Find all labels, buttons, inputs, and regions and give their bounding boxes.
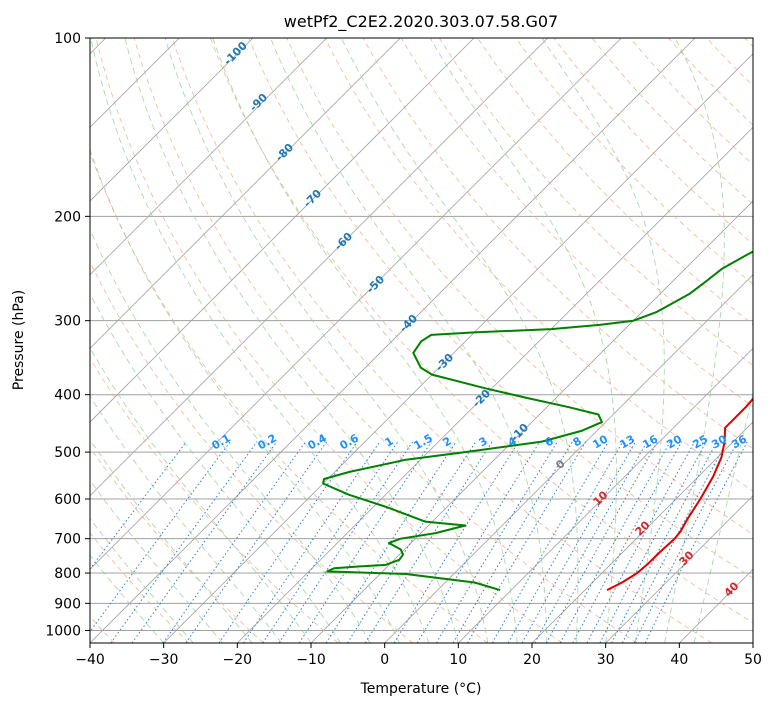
mixing-ratio-line	[507, 441, 624, 643]
temperature-profile-line	[606, 397, 753, 591]
x-tick-label: −10	[296, 652, 326, 668]
profile-lines	[322, 250, 753, 592]
moist-adiabat-line	[90, 292, 341, 643]
moist-adiabat-line	[90, 479, 223, 643]
mixing-ratio-line	[393, 441, 520, 643]
dry-adiabat-line	[324, 38, 753, 492]
mixing-ratio-line	[452, 441, 573, 643]
isotherm-line	[90, 38, 622, 570]
isotherm-line	[90, 38, 475, 423]
moist-adiabat-line	[90, 347, 312, 643]
mixing-ratio-line	[298, 441, 432, 643]
isotherm-line	[384, 274, 753, 643]
y-tick-label: 800	[54, 566, 81, 582]
moist-adiabat-line	[664, 38, 725, 643]
y-tick-label: 500	[54, 445, 81, 461]
isotherm-line	[752, 642, 753, 643]
moist-adiabat-line	[90, 554, 165, 643]
isotherm-line	[163, 53, 753, 643]
y-axis-label: Pressure (hPa)	[11, 290, 27, 390]
moist-adiabat-line	[693, 391, 753, 643]
mixing-ratio-line	[90, 441, 231, 633]
moist-adiabat-line	[340, 38, 579, 643]
dry-adiabat-line	[286, 38, 753, 535]
x-tick-label: 20	[523, 652, 541, 668]
mixing-ratio-line	[131, 441, 278, 643]
mixing-ratio-line	[110, 441, 258, 643]
moist-adiabat-line	[90, 395, 282, 643]
isotherm-line	[90, 38, 696, 643]
mixing-ratio-line	[262, 441, 399, 643]
mixing-ratio-line	[521, 441, 637, 643]
isotherm-line	[90, 38, 327, 276]
x-tick-label: −40	[75, 652, 105, 668]
dry-adiabat-line	[439, 38, 753, 366]
dry-adiabat-line	[400, 38, 753, 408]
x-tick-label: 50	[744, 652, 762, 668]
dewpoint-profile-line	[322, 250, 753, 592]
moist-adiabat-line	[124, 38, 459, 643]
moist-adiabat-line	[212, 38, 518, 643]
dry-adiabat-line	[362, 38, 753, 450]
mixing-ratio-line	[633, 441, 738, 643]
mixing-ratio-line	[278, 441, 414, 643]
x-tick-label: −20	[223, 652, 253, 668]
moist-adiabat-line	[90, 38, 430, 643]
mixing-ratio-line	[162, 441, 307, 643]
y-tick-label: 600	[54, 492, 81, 508]
moist-adiabat-line	[164, 38, 489, 643]
axes: −40 −30 −20 −10 0 10 20 30 40 50 100 200 300 400 500 60…	[45, 31, 762, 668]
x-axis-label: Temperature (°C)	[360, 681, 482, 697]
mixing-ratio-line	[435, 441, 558, 643]
y-tick-label: 100	[54, 31, 81, 47]
mixing-ratio-line	[185, 441, 328, 643]
isotherm-line	[237, 126, 753, 643]
moist-adiabat-line	[90, 148, 400, 643]
isotherm-line	[531, 421, 753, 643]
y-tick-label: 300	[54, 314, 81, 330]
y-tick-label: 1000	[45, 623, 81, 639]
grid-lines	[90, 38, 753, 643]
x-tick-label: 40	[670, 652, 688, 668]
x-tick-label: −30	[149, 652, 179, 668]
dry-adiabat-line	[95, 38, 563, 643]
isotherm-line	[90, 38, 548, 497]
moist-adiabat-line	[90, 438, 253, 643]
y-tick-label: 900	[54, 596, 81, 612]
dry-adiabat-line	[90, 532, 190, 643]
y-tick-label: 200	[54, 209, 81, 225]
plot-frame	[89, 37, 754, 644]
moist-adiabat-line	[90, 517, 194, 643]
isotherm-line	[90, 38, 254, 202]
x-tick-label: 30	[597, 652, 615, 668]
dry-adiabat-line	[210, 38, 753, 624]
isotherm-line	[90, 38, 401, 349]
mixing-ratio-line	[599, 441, 707, 643]
mixing-ratio-line	[621, 441, 728, 643]
moist-adiabat-line	[90, 228, 371, 643]
mixing-ratio-line	[242, 441, 381, 643]
moist-adiabat-line	[270, 38, 548, 643]
isotherm-line	[605, 495, 753, 643]
moist-adiabat-line	[541, 38, 665, 643]
isotherm-line	[458, 347, 753, 643]
mixing-ratio-line	[611, 441, 718, 643]
dry-adiabat-line	[248, 38, 753, 579]
moist-adiabat-line	[429, 38, 617, 643]
dry-adiabat-line	[90, 260, 414, 643]
mixing-ratio-line	[218, 441, 358, 643]
y-tick-label: 400	[54, 388, 81, 404]
y-tick-label: 700	[54, 532, 81, 548]
mixing-ratio-line	[416, 441, 541, 643]
dry-adiabat-line	[133, 38, 638, 643]
dry-adiabat-line	[90, 357, 339, 643]
mixing-ratio-line	[467, 441, 587, 643]
chart-title: wetPf2_C2E2.2020.303.07.58.G07	[284, 12, 558, 32]
mixing-ratio-line	[491, 441, 609, 643]
x-tick-label: 10	[449, 652, 467, 668]
x-tick-label: 0	[380, 652, 389, 668]
mixing-ratio-line	[644, 441, 748, 643]
